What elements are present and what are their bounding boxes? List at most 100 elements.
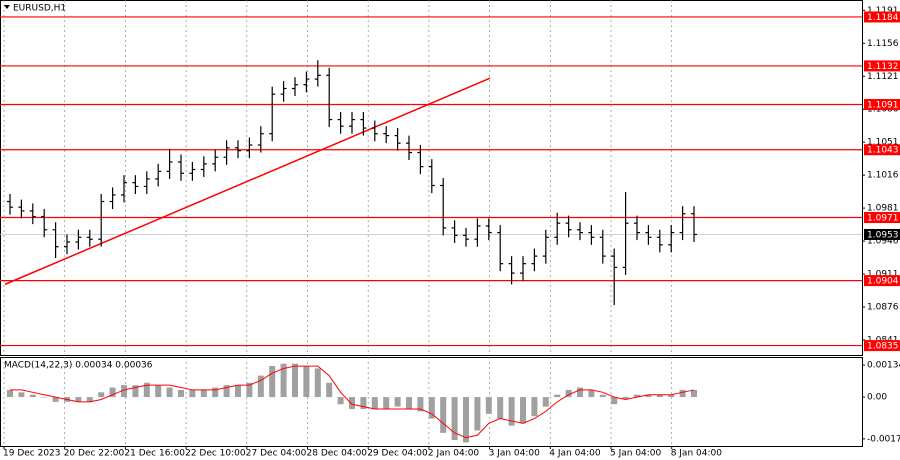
candle	[474, 218, 481, 247]
y-tick-label: 1.1121	[867, 72, 899, 82]
y-tick-label: 1.0911	[867, 270, 899, 280]
y-tick-label: 1.1191	[867, 6, 899, 16]
x-tick-label: 20 Dec 22:00	[64, 449, 125, 459]
macd-bar	[645, 394, 652, 398]
x-tick-label: 4 Jan 04:00	[549, 449, 601, 459]
candle	[394, 128, 401, 151]
macd-bar	[679, 389, 686, 398]
macd-bar	[394, 397, 401, 407]
price-panel-frame	[0, 0, 863, 356]
level-label-box	[864, 275, 900, 287]
candle	[52, 222, 59, 259]
macd-bar	[520, 397, 526, 424]
macd-bar	[656, 394, 663, 398]
candle	[292, 77, 298, 97]
candle	[565, 215, 572, 238]
macd-bar	[200, 389, 207, 398]
trend-line	[4, 77, 491, 286]
macd-bar	[280, 363, 287, 398]
macd-bar	[29, 394, 36, 398]
candle	[41, 209, 48, 238]
candle	[406, 135, 412, 161]
macd-bar	[257, 375, 264, 398]
y-tick-label: 1.1156	[867, 39, 899, 49]
candle	[257, 126, 264, 153]
macd-bar	[565, 389, 572, 398]
x-tick-label: 19 Dec 2023	[3, 449, 61, 459]
candle	[189, 161, 196, 181]
macd-bar	[326, 382, 333, 398]
macd-bar	[691, 389, 697, 398]
current-price-label: 1.0953	[867, 230, 899, 240]
level-label: 1.1091	[867, 101, 899, 111]
candle	[18, 199, 25, 219]
candle	[212, 149, 219, 172]
candle	[485, 218, 492, 241]
menu-arrow[interactable]	[4, 5, 10, 9]
macd-bar	[292, 363, 298, 398]
macd-bar	[542, 397, 549, 407]
macd-bar	[406, 397, 412, 410]
macd-bar	[474, 397, 481, 431]
macd-bar	[75, 397, 82, 402]
candle	[371, 120, 378, 142]
candle	[691, 206, 697, 243]
level-label-box	[864, 60, 900, 72]
level-label-box	[864, 212, 900, 224]
candle	[542, 229, 549, 264]
candle	[280, 80, 287, 102]
macd-bar	[223, 385, 230, 398]
macd-bar	[611, 397, 618, 405]
macd-bar	[634, 394, 640, 398]
macd-bar	[337, 397, 344, 405]
candle	[235, 140, 241, 159]
candle	[109, 187, 116, 210]
candle	[645, 225, 652, 245]
candle	[668, 225, 675, 253]
macd-y-tick-label: 0.00	[867, 393, 887, 403]
candle	[75, 229, 82, 250]
candle	[200, 156, 207, 178]
candle	[383, 126, 390, 144]
level-label: 1.0904	[867, 277, 899, 287]
macd-bar	[417, 397, 424, 412]
macd-bar	[212, 387, 219, 398]
macd-panel-frame	[0, 357, 863, 447]
macd-bar	[52, 397, 59, 402]
macd-bar	[428, 397, 435, 419]
candle	[554, 212, 561, 245]
macd-y-tick-label: -0.00175	[867, 434, 900, 444]
y-tick-label: 1.0981	[867, 204, 899, 214]
candle	[440, 177, 447, 236]
candle	[599, 229, 606, 264]
macd-bar	[451, 397, 458, 441]
level-label-box	[864, 340, 900, 352]
candle	[428, 159, 435, 194]
candle	[611, 248, 618, 306]
candle	[132, 175, 139, 194]
macd-bar	[485, 397, 492, 414]
x-tick-label: 3 Jan 04:00	[489, 449, 541, 459]
macd-bar	[314, 368, 321, 398]
macd-bar	[497, 397, 504, 419]
macd-bar	[109, 387, 116, 398]
candle	[166, 148, 173, 179]
macd-bar	[508, 397, 515, 426]
candle	[121, 175, 127, 203]
candle	[349, 112, 355, 134]
candle	[303, 71, 310, 93]
candle	[223, 140, 230, 165]
macd-bar	[303, 366, 310, 398]
x-tick-label: 29 Dec 04:00	[367, 449, 428, 459]
candle	[64, 234, 70, 255]
macd-bar	[178, 389, 184, 398]
level-label-box	[864, 144, 900, 156]
level-label: 1.1043	[867, 146, 899, 156]
macd-bar	[588, 389, 595, 398]
y-tick-label: 1.1016	[867, 171, 899, 181]
level-label: 1.0835	[867, 342, 899, 352]
candle	[269, 86, 276, 142]
candle	[155, 163, 162, 187]
